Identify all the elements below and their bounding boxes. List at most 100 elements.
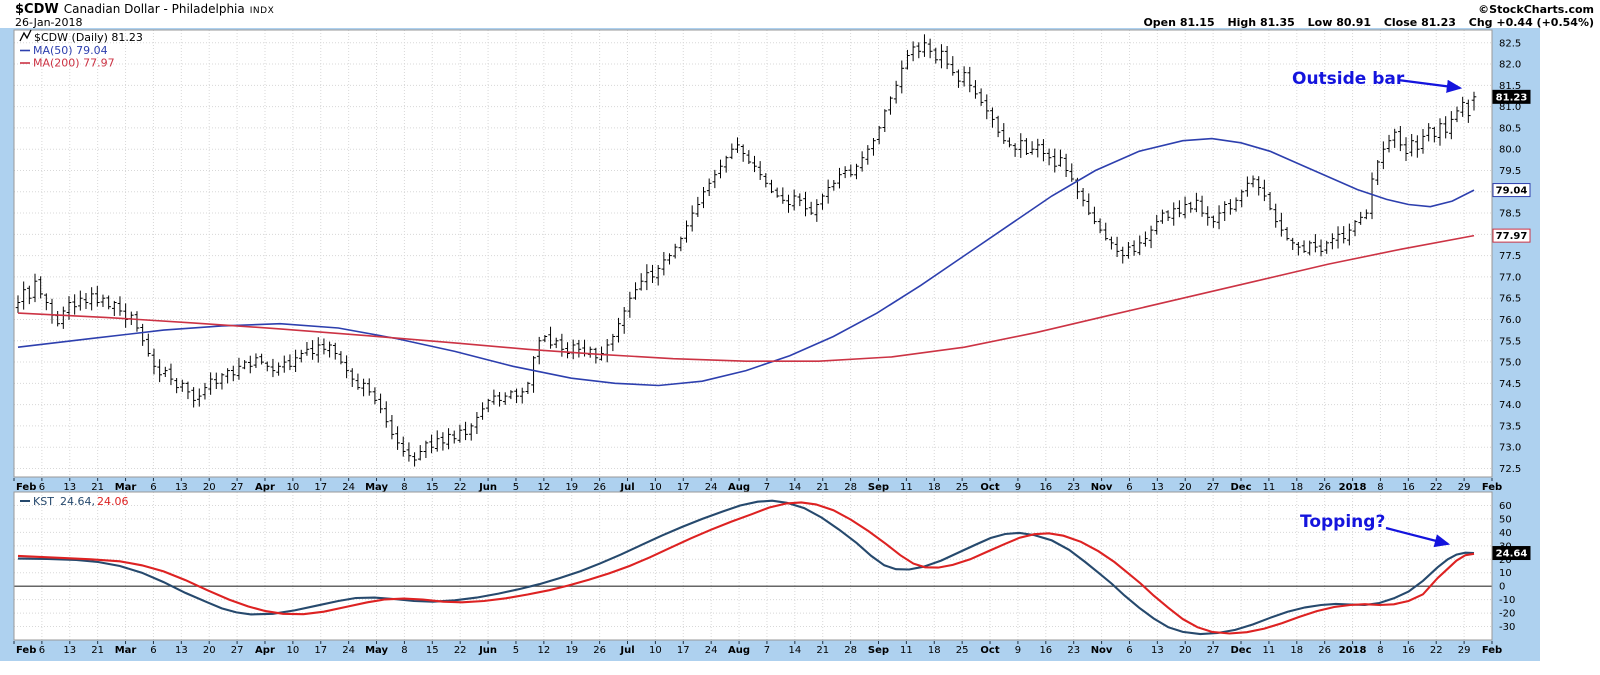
price-axis-label: 76.0 <box>1499 315 1521 326</box>
kst-value-marker <box>1492 546 1531 561</box>
kst-axis-label: -20 <box>1499 609 1515 620</box>
date-tick-label: 25 <box>956 482 969 493</box>
date-tick-label: 24 <box>705 645 718 656</box>
date-tick-label: 2018 <box>1339 482 1367 493</box>
date-tick-label: 16 <box>1402 645 1415 656</box>
date-tick-label: 21 <box>91 482 104 493</box>
date-tick-label: 15 <box>426 645 439 656</box>
date-tick-label: 6 <box>150 482 156 493</box>
date-tick-label: 20 <box>1179 645 1192 656</box>
outside-bar-annotation: Outside bar <box>1292 69 1405 89</box>
date-tick-label: 10 <box>649 482 662 493</box>
date-tick-label: 21 <box>816 482 829 493</box>
date-tick-label: 23 <box>1067 482 1080 493</box>
last-price-marker <box>1492 89 1531 104</box>
date-tick-label: 24 <box>342 645 355 656</box>
quote-close: Close 81.23 <box>1383 16 1456 29</box>
date-tick-label: 15 <box>426 482 439 493</box>
kst-line <box>17 499 1475 636</box>
date-tick-label: 22 <box>454 482 467 493</box>
price-axis-label: 75.5 <box>1499 336 1521 347</box>
date-tick-label: 17 <box>314 482 327 493</box>
date-tick-label: Dec <box>1231 482 1252 493</box>
date-tick-label: 6 <box>1126 482 1132 493</box>
svg-text:79.04: 79.04 <box>1496 186 1528 197</box>
date-tick-label: 17 <box>677 482 690 493</box>
date-tick-label: 27 <box>1207 482 1220 493</box>
price-axis-label: 78.5 <box>1499 209 1521 220</box>
kst-legend-label: KST <box>33 495 54 508</box>
date-tick-label: 9 <box>1015 645 1021 656</box>
price-axis-label: 73.0 <box>1499 443 1521 454</box>
date-tick-label: 18 <box>1290 645 1303 656</box>
date-tick-label: 23 <box>1067 645 1080 656</box>
topping-arrow <box>1385 526 1451 548</box>
date-tick-label: Mar <box>115 482 137 493</box>
date-tick-label: May <box>365 482 388 493</box>
outside-bar-arrow <box>1397 78 1463 93</box>
date-tick-label: Feb <box>1482 645 1502 656</box>
ma200-marker <box>1492 228 1531 243</box>
kst-panel-border <box>13 491 1493 641</box>
date-tick-label: Jul <box>619 645 634 656</box>
date-tick-label: Dec <box>1231 645 1252 656</box>
date-tick-label: Apr <box>255 482 275 493</box>
quote-low: Low 80.91 <box>1307 16 1371 29</box>
date-tick-label: 19 <box>565 645 578 656</box>
date-tick-label: 18 <box>1290 482 1303 493</box>
date-tick-label: Feb <box>16 482 36 493</box>
date-tick-label: 10 <box>287 645 300 656</box>
date-tick-label: 24 <box>342 482 355 493</box>
price-axis-label: 80.5 <box>1499 123 1521 134</box>
copyright: ©StockCharts.com <box>1478 3 1594 16</box>
date-tick-label: Nov <box>1091 645 1113 656</box>
date-tick-label: 10 <box>649 645 662 656</box>
date-tick-label: 8 <box>401 482 407 493</box>
chart-date: 26-Jan-2018 <box>15 16 83 29</box>
symbol: $CDW <box>15 2 59 17</box>
price-panel <box>14 30 1492 477</box>
ma200-legend: MA(200) 77.97 <box>33 57 115 70</box>
exchange-label: INDX <box>249 6 275 16</box>
kst-axis-label: 0 <box>1499 582 1505 593</box>
date-tick-label: 26 <box>593 645 606 656</box>
date-tick-label: 9 <box>1015 482 1021 493</box>
price-axis-label: 75.0 <box>1499 358 1521 369</box>
date-tick-label: 8 <box>1377 482 1383 493</box>
date-tick-label: 13 <box>175 482 188 493</box>
kst-panel <box>14 492 1492 640</box>
date-tick-label: May <box>365 645 388 656</box>
date-tick-label: Nov <box>1091 482 1113 493</box>
price-panel-border <box>13 29 1493 478</box>
date-tick-label: 21 <box>91 645 104 656</box>
date-tick-label: 22 <box>1430 482 1443 493</box>
date-tick-label: 26 <box>1318 645 1331 656</box>
date-tick-label: 20 <box>203 482 216 493</box>
date-tick-label: 25 <box>956 645 969 656</box>
date-tick-label: 16 <box>1039 482 1052 493</box>
price-axis-label: 73.5 <box>1499 421 1521 432</box>
quote-high: High 81.35 <box>1227 16 1295 29</box>
date-tick-label: 18 <box>928 482 941 493</box>
date-tick-label: Sep <box>868 482 889 493</box>
kst-signal-line <box>17 501 1475 635</box>
date-tick-label: 27 <box>1207 645 1220 656</box>
price-axis-label: 81.0 <box>1499 102 1521 113</box>
price-bars <box>15 34 1477 467</box>
date-tick-label: 13 <box>1151 482 1164 493</box>
date-tick-label: 21 <box>816 645 829 656</box>
price-axis-label: 82.0 <box>1499 60 1521 71</box>
date-tick-label: 29 <box>1458 645 1471 656</box>
date-tick-label: 27 <box>231 645 244 656</box>
kst-axis-label: -30 <box>1499 622 1515 633</box>
ma200-line <box>17 234 1475 363</box>
date-tick-label: 22 <box>454 645 467 656</box>
date-tick-label: 6 <box>150 645 156 656</box>
date-tick-label: Oct <box>980 645 999 656</box>
date-tick-label: 16 <box>1402 482 1415 493</box>
date-tick-label: 6 <box>39 645 45 656</box>
price-legend: $CDW (Daily) 81.23 <box>34 31 143 44</box>
kst-axis-label: 20 <box>1499 555 1512 566</box>
kst-axis-label: 50 <box>1499 514 1512 525</box>
date-tick-label: 6 <box>39 482 45 493</box>
